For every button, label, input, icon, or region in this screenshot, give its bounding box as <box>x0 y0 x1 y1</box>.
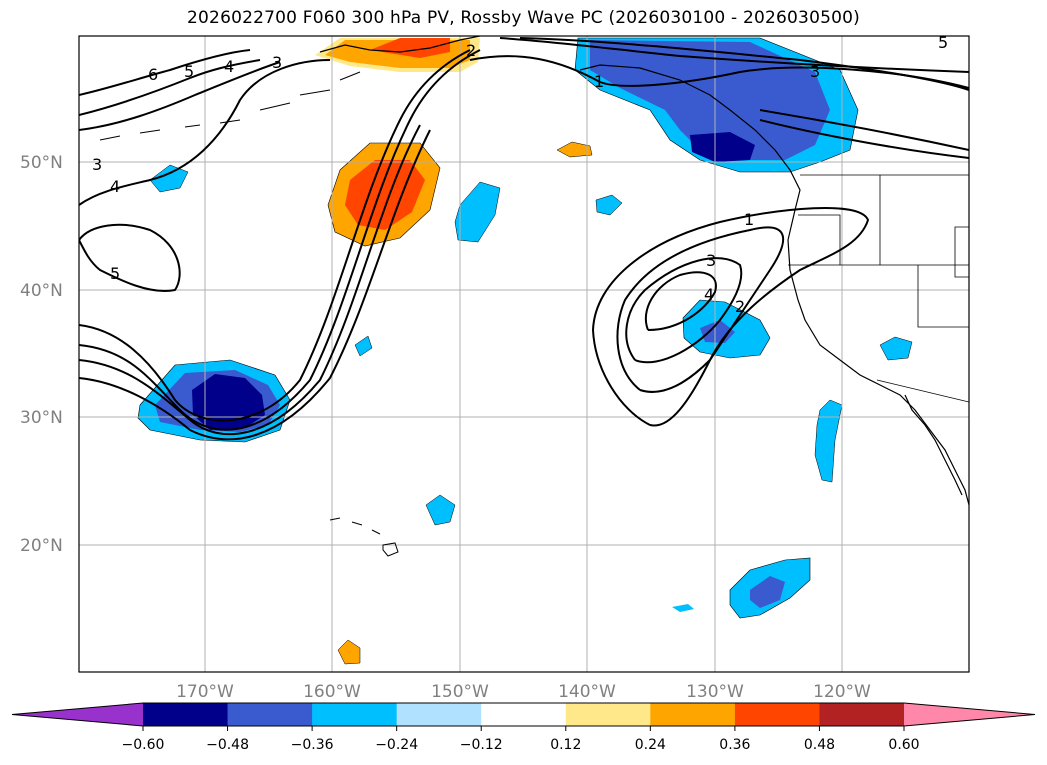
lon-label-140w: 140°W <box>558 682 616 702</box>
colorbar-tick-label: 0.24 <box>635 737 666 753</box>
lon-label-120w: 120°W <box>813 682 871 702</box>
contour-label: 3 <box>92 155 102 174</box>
baja-coast <box>904 394 963 496</box>
contour-east-1 <box>759 109 969 151</box>
negative-anomaly-small-1 <box>454 181 501 243</box>
negative-anomaly-subtropical-core <box>192 374 265 430</box>
colorbar-tick-label: 0.12 <box>550 737 581 753</box>
contour-subtropical-jet-3 <box>79 124 421 436</box>
lat-label-20: 20°N <box>20 536 63 556</box>
positive-anomaly-bering-core <box>370 38 450 58</box>
colorbar-segment <box>565 703 651 726</box>
colorbar-tick-label: 0.60 <box>888 737 919 753</box>
contour-lines <box>79 37 969 441</box>
colorbar-tick-label: −0.24 <box>375 737 418 753</box>
lon-label-130w: 130°W <box>686 682 744 702</box>
lat-label-50: 50°N <box>20 153 63 173</box>
negative-anomaly-small-2 <box>149 164 189 193</box>
contour-label: 2 <box>466 41 476 60</box>
contour-main-loop-3 <box>519 37 969 91</box>
negative-anomaly-baja <box>814 399 843 483</box>
negative-anomaly-gulf-alaska-center <box>690 132 755 162</box>
contour-north-4 <box>79 59 331 206</box>
colorbar-tick-label: −0.12 <box>460 737 503 753</box>
colorbar-extend-low <box>12 703 143 726</box>
contour-label: 3 <box>272 53 282 72</box>
colorbar-segment <box>819 703 905 726</box>
contour-north-3 <box>79 61 281 131</box>
contour-label: 6 <box>148 65 158 84</box>
positive-anomaly-small-1 <box>556 141 593 158</box>
contour-label: 4 <box>224 57 234 76</box>
map-border <box>78 35 970 673</box>
north-america-coast <box>579 64 969 506</box>
colorbar-segment <box>396 703 482 726</box>
contour-cutoff <box>79 223 181 292</box>
contour-label: 1 <box>594 72 604 91</box>
aleutian-islands <box>99 71 361 141</box>
latitude-labels: 50°N 40°N 30°N 20°N <box>20 153 63 556</box>
colorbar-segment <box>143 703 229 726</box>
colorbar-tick-label: −0.48 <box>206 737 249 753</box>
lat-label-30: 30°N <box>20 408 63 428</box>
coastlines <box>99 36 969 557</box>
contour-label: 1 <box>744 210 754 229</box>
alaska-coast <box>319 36 481 53</box>
contour-main-loop <box>469 55 969 89</box>
colorbar-tick-label: −0.36 <box>291 737 334 753</box>
contour-north-2 <box>79 59 261 116</box>
political-borders <box>788 174 969 403</box>
colorbar-segment <box>650 703 736 726</box>
colorbar-tick-label: 0.36 <box>719 737 750 753</box>
contour-label: 4 <box>704 285 714 304</box>
colorbar-segment <box>734 703 820 726</box>
contour-label: 2 <box>735 297 745 316</box>
contour-north-1 <box>79 49 251 96</box>
lat-label-40: 40°N <box>20 281 63 301</box>
hawaii-islands <box>329 517 399 557</box>
negative-anomaly-hawaii <box>425 494 456 526</box>
contour-label: 3 <box>706 251 716 270</box>
colorbar-tick-label: −0.60 <box>122 737 165 753</box>
lon-label-160w: 160°W <box>303 682 361 702</box>
positive-anomaly-small-2 <box>337 639 361 665</box>
contour-label: 3 <box>810 62 820 81</box>
lon-label-170w: 170°W <box>176 682 234 702</box>
contour-california-cutoff-3 <box>625 257 743 364</box>
contour-label: 5 <box>938 33 948 52</box>
contour-label: 5 <box>110 264 120 283</box>
negative-anomaly-tiny <box>672 604 694 612</box>
contour-labels: 6 5 4 3 2 1 3 4 5 3 1 3 2 4 5 <box>92 33 948 316</box>
negative-anomaly-arizona <box>879 336 913 361</box>
map-title: 2026022700 F060 300 hPa PV, Rossby Wave … <box>187 8 860 28</box>
positive-anomaly-central-core <box>345 160 425 230</box>
contour-label: 5 <box>184 62 194 81</box>
colorbar-extend-high <box>904 703 1035 726</box>
lon-label-150w: 150°W <box>431 682 489 702</box>
graticule <box>79 36 969 672</box>
contour-main-loop-2 <box>499 37 969 73</box>
contour-subtropical-jet-4 <box>79 129 431 441</box>
contour-east-2 <box>759 119 969 159</box>
contour-california-cutoff-4 <box>644 271 717 331</box>
longitude-labels: 170°W 160°W 150°W 140°W 130°W 120°W <box>176 682 871 702</box>
colorbar-tick-label: 0.48 <box>804 737 835 753</box>
colorbar-segment <box>227 703 313 726</box>
negative-anomaly-gulf-alaska-core <box>590 40 830 160</box>
colorbar: −0.60 −0.48 −0.36 −0.24 −0.12 0.12 0.24 0.36 0.4… <box>11 702 1036 753</box>
colorbar-segment <box>481 703 567 726</box>
negative-anomaly-small-4 <box>354 335 373 357</box>
contour-label: 4 <box>110 177 120 196</box>
contour-subtropical-jet-2 <box>79 49 481 431</box>
colorbar-segment <box>312 703 398 726</box>
contour-california-cutoff-2 <box>616 226 785 393</box>
negative-anomaly-tropical-east-core <box>750 576 785 608</box>
negative-anomaly-small-3 <box>595 194 623 216</box>
contour-subtropical-jet-1 <box>79 49 471 422</box>
